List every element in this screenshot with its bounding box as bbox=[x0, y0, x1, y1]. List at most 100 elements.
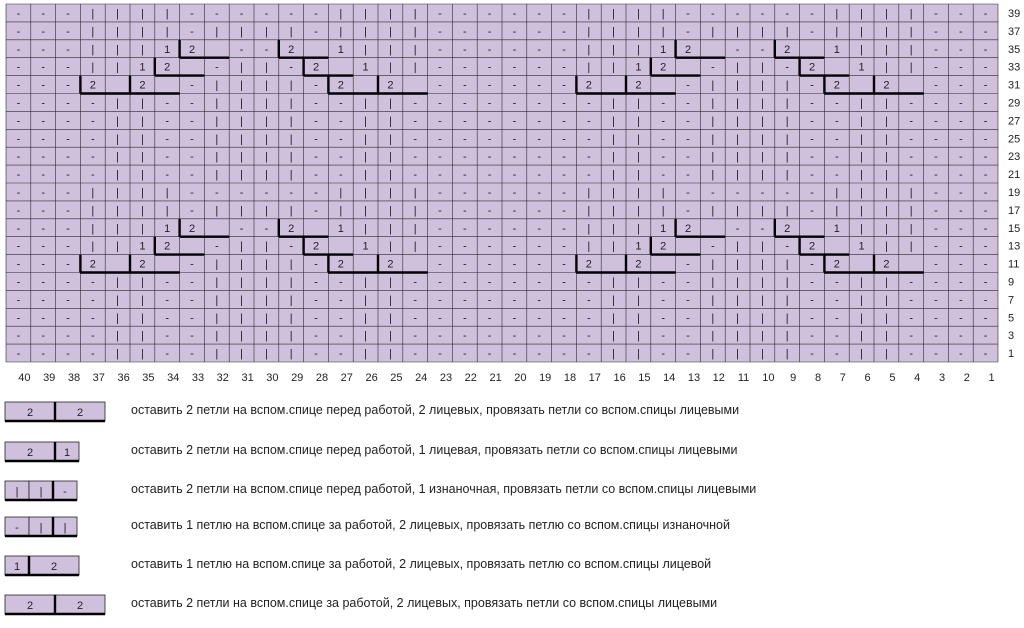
grid-cell-symbol: | bbox=[215, 115, 218, 127]
grid-cell-symbol: - bbox=[909, 330, 913, 342]
grid-cell-symbol: 2 bbox=[635, 259, 641, 271]
grid-cell-symbol: - bbox=[562, 44, 566, 56]
grid-cell-symbol: | bbox=[240, 241, 243, 253]
grid-cell-symbol: | bbox=[265, 80, 268, 92]
grid-cell-symbol: | bbox=[364, 44, 367, 56]
grid-cell-symbol: 2 bbox=[90, 259, 96, 271]
legend-cell-symbol: 2 bbox=[77, 600, 83, 612]
grid-cell-symbol: - bbox=[537, 133, 541, 145]
column-number: 14 bbox=[663, 372, 675, 384]
grid-cell-symbol: - bbox=[959, 115, 963, 127]
grid-cell-symbol: | bbox=[339, 8, 342, 20]
grid-cell-symbol: - bbox=[463, 223, 467, 235]
grid-cell-symbol: | bbox=[141, 97, 144, 109]
grid-cell-symbol: - bbox=[240, 223, 244, 235]
grid-cell-symbol: - bbox=[66, 44, 70, 56]
grid-cell-symbol: - bbox=[463, 330, 467, 342]
grid-cell-symbol: | bbox=[141, 26, 144, 38]
grid-cell-symbol: - bbox=[190, 26, 194, 38]
legend-cell-symbol: | bbox=[64, 522, 67, 534]
grid-cell-symbol: | bbox=[141, 348, 144, 360]
column-number: 10 bbox=[762, 372, 774, 384]
column-number: 15 bbox=[638, 372, 650, 384]
grid-cell-symbol: 2 bbox=[784, 44, 790, 56]
grid-cell-symbol: - bbox=[17, 294, 21, 306]
grid-cell-symbol: | bbox=[389, 8, 392, 20]
legend-cable-outline bbox=[5, 556, 79, 577]
grid-cell-symbol: - bbox=[165, 151, 169, 163]
grid-cell-symbol: - bbox=[934, 151, 938, 163]
grid-cell-symbol: - bbox=[488, 26, 492, 38]
grid-cell-symbol: | bbox=[389, 223, 392, 235]
grid-cell-symbol: | bbox=[414, 205, 417, 217]
column-number: 6 bbox=[865, 372, 871, 384]
legend-description: оставить 1 петлю на вспом.спице за работ… bbox=[131, 557, 712, 571]
grid-cell-symbol: | bbox=[240, 276, 243, 288]
grid-cell-symbol: - bbox=[438, 259, 442, 271]
grid-cell-symbol: - bbox=[934, 80, 938, 92]
grid-cell-symbol: | bbox=[116, 44, 119, 56]
grid-cell-symbol: - bbox=[587, 330, 591, 342]
grid-cell-symbol: - bbox=[959, 259, 963, 271]
grid-cell-symbol: - bbox=[463, 151, 467, 163]
row-number: 25 bbox=[1008, 133, 1020, 145]
grid-cell-symbol: - bbox=[934, 26, 938, 38]
grid-cell-symbol: - bbox=[41, 62, 45, 74]
grid-cell-symbol: | bbox=[91, 223, 94, 235]
grid-cell-symbol: | bbox=[265, 115, 268, 127]
grid-cell-symbol: - bbox=[562, 133, 566, 145]
grid-cell-symbol: - bbox=[488, 97, 492, 109]
grid-cell-symbol: | bbox=[240, 330, 243, 342]
legend-cell-symbol: 2 bbox=[27, 407, 33, 419]
grid-cell-symbol: - bbox=[810, 330, 814, 342]
grid-cell-symbol: - bbox=[959, 312, 963, 324]
grid-cell-symbol: | bbox=[389, 187, 392, 199]
grid-cell-symbol: - bbox=[513, 312, 517, 324]
grid-cell-symbol: - bbox=[686, 80, 690, 92]
grid-cell-symbol: - bbox=[463, 26, 467, 38]
grid-cell-symbol: - bbox=[463, 241, 467, 253]
grid-cell-symbol: | bbox=[389, 26, 392, 38]
grid-cell-symbol: - bbox=[959, 241, 963, 253]
grid-cell-symbol: - bbox=[41, 8, 45, 20]
grid-cell-symbol: - bbox=[810, 8, 814, 20]
grid-cell-symbol: - bbox=[41, 80, 45, 92]
column-number: 3 bbox=[939, 372, 945, 384]
grid-cell-symbol: - bbox=[265, 187, 269, 199]
grid-cell-symbol: - bbox=[165, 169, 169, 181]
grid-cell-symbol: - bbox=[909, 348, 913, 360]
grid-cell-symbol: - bbox=[314, 169, 318, 181]
row-number: 17 bbox=[1008, 205, 1020, 217]
legend-description: оставить 2 петли на вспом.спице за работ… bbox=[131, 596, 718, 610]
grid-cell-symbol: | bbox=[290, 80, 293, 92]
row-number: 21 bbox=[1008, 169, 1020, 181]
grid-cell-symbol: - bbox=[810, 276, 814, 288]
grid-cell-symbol: | bbox=[116, 62, 119, 74]
legend-cable-outline bbox=[5, 595, 105, 616]
grid-cell-symbol: | bbox=[761, 348, 764, 360]
grid-cell-symbol: - bbox=[562, 348, 566, 360]
grid-cell-symbol: - bbox=[438, 115, 442, 127]
grid-cell-symbol: | bbox=[265, 312, 268, 324]
grid-cell-symbol: | bbox=[290, 205, 293, 217]
grid-cell-symbol: 1 bbox=[635, 62, 641, 74]
grid-cell-symbol: | bbox=[91, 62, 94, 74]
grid-cell-symbol: - bbox=[17, 330, 21, 342]
grid-cell-symbol: - bbox=[537, 8, 541, 20]
legend-cable-outline bbox=[5, 517, 77, 538]
legend-cell-symbol: 1 bbox=[14, 561, 20, 573]
grid-cell-symbol: - bbox=[339, 276, 343, 288]
grid-cell-symbol: - bbox=[909, 97, 913, 109]
grid-cell-symbol: - bbox=[17, 97, 21, 109]
grid-cell-symbol: | bbox=[860, 133, 863, 145]
grid-cell-symbol: - bbox=[810, 294, 814, 306]
grid-cell-symbol: | bbox=[711, 276, 714, 288]
column-number: 37 bbox=[93, 372, 105, 384]
grid-cell-symbol: | bbox=[587, 241, 590, 253]
grid-cell-symbol: | bbox=[364, 276, 367, 288]
grid-cell-symbol: - bbox=[736, 187, 740, 199]
grid-cell-symbol: | bbox=[835, 187, 838, 199]
grid-cell-symbol: | bbox=[339, 187, 342, 199]
grid-cell-symbol: 1 bbox=[859, 62, 865, 74]
